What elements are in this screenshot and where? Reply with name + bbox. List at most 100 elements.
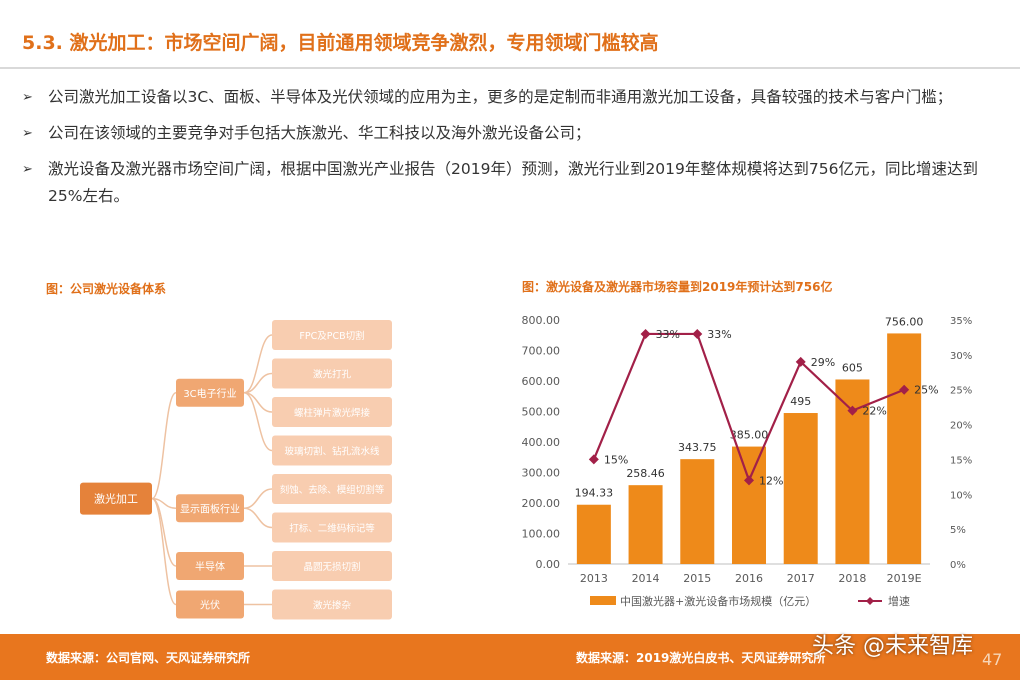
growth-value-label: 12% (759, 474, 783, 487)
bullet-item: ➢ 公司激光加工设备以3C、面板、半导体及光伏领域的应用为主，更多的是定制而非通… (22, 84, 1002, 111)
category-box (176, 494, 244, 523)
bar (783, 413, 818, 564)
leaf-label: 打标、二维码标记等 (289, 523, 375, 535)
y2-tick-label: 0% (950, 560, 966, 571)
title-divider (0, 67, 1020, 69)
y-tick-label: 500.00 (522, 406, 561, 419)
legend-diamond-icon (866, 597, 874, 605)
y2-tick-label: 25% (950, 386, 972, 397)
connector-line (243, 334, 273, 394)
bar-value-label: 385.00 (730, 429, 769, 442)
bar (628, 485, 663, 564)
y-tick-label: 0.00 (536, 558, 561, 571)
connector-line (151, 497, 177, 606)
watermark: 头条 @未来智库 (812, 634, 973, 659)
growth-point (692, 328, 703, 339)
leaf-label: 玻璃切割、钻孔流水线 (284, 446, 380, 458)
slide-title: 5.3. 激光加工：市场空间广阔，目前通用领域竞争激烈，专用领域门槛较高 (22, 32, 659, 54)
y2-tick-label: 5% (950, 525, 966, 536)
footer-source-left: 数据来源：公司官网、天风证券研究所 (46, 651, 251, 665)
bar (680, 459, 715, 564)
growth-point (847, 405, 858, 416)
root-label: 激光加工 (94, 492, 138, 506)
arrow-bullet-icon: ➢ (22, 162, 33, 177)
leaf-box (272, 358, 392, 389)
bullet-text: 激光设备及激光器市场空间广阔，根据中国激光产业报告（2019年）预测，激光行业到… (48, 160, 978, 205)
footer-bar (0, 634, 1020, 680)
legend-line-label: 增速 (888, 594, 910, 608)
footer-source-right: 数据来源：2019激光白皮书、天风证券研究所 (576, 651, 826, 665)
x-tick-label: 2015 (683, 572, 711, 585)
x-tick-label: 2018 (838, 572, 866, 585)
x-tick-label: 2019E (887, 572, 922, 585)
bar-value-label: 495 (790, 395, 811, 408)
growth-value-label: 25% (914, 384, 938, 397)
growth-value-label: 33% (707, 328, 731, 341)
x-tick-label: 2014 (632, 572, 660, 585)
leaf-label: 螺柱弹片激光焊接 (294, 407, 371, 419)
connector-line (243, 507, 273, 529)
y2-tick-label: 20% (950, 421, 972, 432)
leaf-box (272, 512, 392, 543)
y-tick-label: 700.00 (522, 345, 561, 358)
leaf-box (272, 320, 392, 350)
leaf-label: 晶圆无损切割 (303, 561, 360, 573)
leaf-label: 刻蚀、去除、模组切割等 (280, 484, 385, 496)
category-box (176, 552, 244, 580)
y-tick-label: 400.00 (522, 436, 561, 449)
leaf-box (272, 474, 392, 504)
page-number: 47 (982, 650, 1003, 669)
legend-bar-swatch (590, 596, 616, 605)
growth-point (899, 384, 910, 395)
category-box (176, 590, 244, 619)
connector-line (151, 392, 177, 500)
y-tick-label: 100.00 (522, 528, 561, 541)
y2-tick-label: 15% (950, 455, 972, 466)
arrow-bullet-icon: ➢ (22, 126, 33, 141)
root-box (80, 482, 152, 515)
x-tick-label: 2016 (735, 572, 763, 585)
leaf-label: 激光掺杂 (313, 600, 352, 612)
connector-line (151, 497, 177, 509)
growth-point (640, 328, 651, 339)
growth-value-label: 22% (862, 405, 886, 418)
y-tick-label: 300.00 (522, 467, 561, 480)
market-size-chart: 0.00 100.00 200.00 300.00 400.00 500.00 600.00… (522, 314, 973, 608)
bullet-item: ➢ 激光设备及激光器市场空间广阔，根据中国激光产业报告（2019年）预测，激光行… (22, 156, 1002, 210)
y2-tick-label: 30% (950, 351, 972, 362)
leaf-box (272, 435, 392, 466)
y-tick-label: 200.00 (522, 497, 561, 510)
bar (576, 504, 611, 564)
legend-bar-label: 中国激光器+激光设备市场规模（亿元） (620, 594, 816, 608)
y-tick-label: 600.00 (522, 375, 561, 388)
y2-tick-label: 35% (950, 316, 972, 327)
leaf-label: FPC及PCB切割 (299, 330, 364, 342)
bullet-text: 公司激光加工设备以3C、面板、半导体及光伏领域的应用为主，更多的是定制而非通用激… (48, 88, 953, 106)
growth-point (588, 454, 599, 465)
connector-line (243, 392, 273, 452)
bar-value-label: 756.00 (885, 315, 924, 328)
arrow-bullet-icon: ➢ (22, 90, 33, 105)
category-label: 半导体 (195, 560, 225, 573)
category-label: 光伏 (200, 599, 220, 612)
y-tick-label: 800.00 (522, 314, 561, 327)
bar (887, 333, 922, 564)
bullet-item: ➢ 公司在该领域的主要竞争对手包括大族激光、华工科技以及海外激光设备公司； (22, 120, 1002, 147)
x-tick-label: 2013 (580, 572, 608, 585)
growth-point (795, 356, 806, 367)
bullet-list: ➢ 公司激光加工设备以3C、面板、半导体及光伏领域的应用为主，更多的是定制而非通… (22, 84, 1002, 219)
growth-value-label: 29% (811, 356, 835, 369)
bar-value-label: 605 (842, 361, 863, 374)
leaf-label: 激光打孔 (313, 369, 352, 381)
category-label: 显示面板行业 (180, 502, 240, 515)
category-label: 3C电子行业 (183, 387, 236, 400)
connector-line (243, 372, 273, 394)
growth-value-label: 15% (604, 453, 628, 466)
connector-line (243, 488, 273, 509)
leaf-box (272, 397, 392, 427)
bar-value-label: 258.46 (626, 467, 665, 480)
y2-tick-label: 10% (950, 490, 972, 501)
chart-caption: 图：激光设备及激光器市场容量到2019年预计达到756亿 (522, 280, 833, 294)
leaf-box (272, 589, 392, 620)
